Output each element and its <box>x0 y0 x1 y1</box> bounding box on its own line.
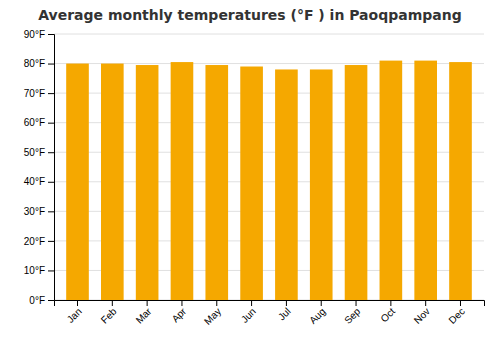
x-tick: Aug <box>307 300 327 326</box>
bar <box>66 64 89 300</box>
bar <box>414 61 437 300</box>
grid-line <box>54 34 484 35</box>
x-tick-mark <box>321 300 322 306</box>
y-tick: 70°F <box>24 88 54 99</box>
y-tick-mark <box>48 300 54 301</box>
grid <box>54 34 484 300</box>
x-tick-mark <box>181 300 182 306</box>
chart-container: Average monthly temperatures (°F ) in Pa… <box>0 0 500 350</box>
bar <box>345 65 368 300</box>
title: Average monthly temperatures (°F ) in Pa… <box>38 7 461 23</box>
y-tick-label: 70°F <box>24 88 45 99</box>
bar <box>205 65 228 300</box>
bar <box>171 62 194 300</box>
x-tick: Oct <box>378 300 397 324</box>
x-tick: Nov <box>412 300 432 326</box>
bar <box>101 64 124 300</box>
y-tick-mark <box>48 123 54 124</box>
y-tick-label: 10°F <box>24 265 45 276</box>
y-tick: 0°F <box>29 295 54 306</box>
y-tick-label: 90°F <box>24 29 45 40</box>
y-tick-mark <box>48 182 54 183</box>
x-tick: Mar <box>134 300 154 326</box>
y-tick: 30°F <box>24 206 54 217</box>
y-tick-mark <box>48 270 54 271</box>
x-tick-mark <box>390 300 391 306</box>
bars <box>66 61 472 300</box>
x-tick-mark <box>216 300 217 306</box>
y-tick: 20°F <box>24 236 54 247</box>
x-tick: Jan <box>65 300 84 325</box>
x-tick-label: Jan <box>65 306 84 325</box>
x-tick-mark <box>251 300 252 306</box>
y-tick-mark <box>48 152 54 153</box>
y-tick-label: 60°F <box>24 117 45 128</box>
x-tick-mark <box>460 300 461 306</box>
x-tick-label: Jun <box>239 306 258 325</box>
x-axis-line <box>55 301 485 307</box>
x-tick-mark <box>356 300 357 306</box>
x-tick-mark <box>286 300 287 306</box>
bar <box>275 69 298 300</box>
y-tick: 80°F <box>24 58 54 69</box>
x-tick: Jul <box>276 300 293 322</box>
y-tick-mark <box>48 211 54 212</box>
x-tick: May <box>202 300 223 327</box>
bar <box>449 62 472 300</box>
bar <box>136 65 159 300</box>
x-tick-label: Feb <box>99 305 119 325</box>
bar <box>310 69 333 300</box>
chart: Average monthly temperatures (°F ) in Pa… <box>0 0 500 350</box>
x-tick-label: Apr <box>170 305 189 324</box>
x-tick: Sep <box>342 300 363 326</box>
x-tick-mark <box>425 300 426 306</box>
x-tick-label: Jul <box>276 306 293 323</box>
y-tick-label: 0°F <box>29 295 45 306</box>
x-tick-mark <box>147 300 148 306</box>
x-tick-mark <box>77 300 78 306</box>
x-tick: Jun <box>239 300 258 325</box>
y-tick-label: 40°F <box>24 176 45 187</box>
y-tick: 90°F <box>24 29 54 40</box>
y-tick: 60°F <box>24 117 54 128</box>
y-tick-label: 30°F <box>24 206 45 217</box>
y-tick-label: 20°F <box>24 236 45 247</box>
x-tick-label: Dec <box>446 306 466 326</box>
x-tick-label: Aug <box>307 306 327 326</box>
x-tick-label: Oct <box>378 306 397 325</box>
y-tick: 50°F <box>24 147 54 158</box>
plot: 0°F 10°F 20°F 30°F 40°F 50°F 60°F 70°F 80°F 90°F J… <box>24 29 485 327</box>
x-tick-label: Nov <box>412 306 432 326</box>
x-tick: Dec <box>446 300 466 326</box>
y-tick-mark <box>48 34 54 35</box>
y-tick-label: 50°F <box>24 147 45 158</box>
y-tick-mark <box>48 241 54 242</box>
y-tick-label: 80°F <box>24 58 45 69</box>
x-tick-label: Sep <box>342 305 363 326</box>
x-tick: Feb <box>99 300 119 326</box>
bar <box>380 61 403 300</box>
y-tick-mark <box>48 93 54 94</box>
bar <box>240 67 263 300</box>
y-axis: 0°F 10°F 20°F 30°F 40°F 50°F 60°F 70°F 80°F 90°F <box>24 29 55 306</box>
y-axis-line <box>48 35 55 301</box>
x-tick: Apr <box>170 300 189 324</box>
x-tick-label: Mar <box>134 305 154 325</box>
x-axis: Jan Feb Mar Apr May Jun Jul Aug Sep Oct Nov Dec <box>55 300 485 327</box>
x-tick-mark <box>112 300 113 306</box>
y-tick: 10°F <box>24 265 54 276</box>
y-tick: 40°F <box>24 176 54 187</box>
x-tick-label: May <box>202 306 223 327</box>
y-tick-mark <box>48 64 54 65</box>
